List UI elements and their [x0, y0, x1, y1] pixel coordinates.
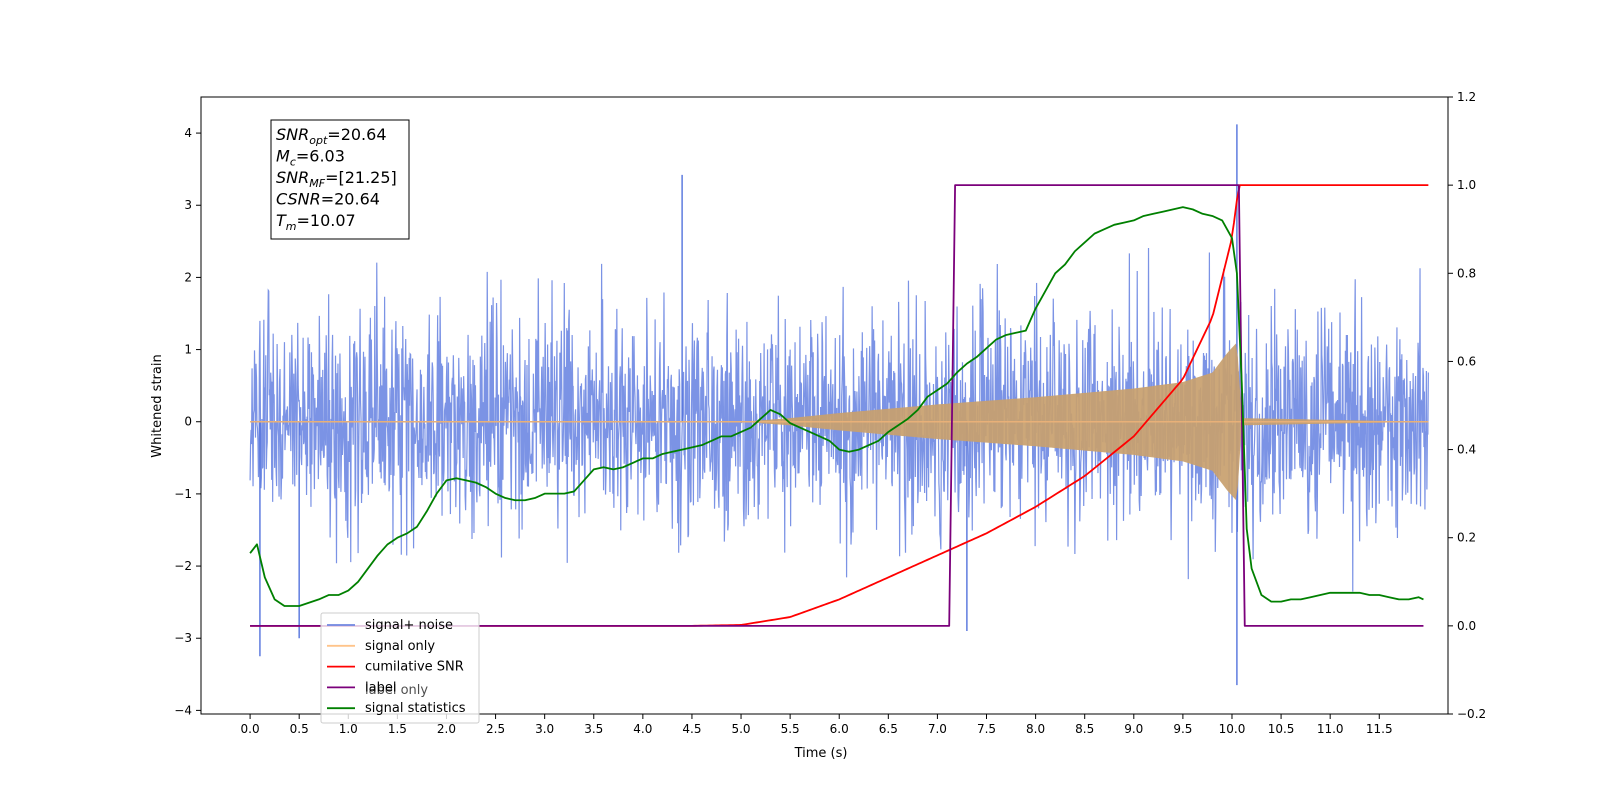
info-line: Tm=10.07 [276, 211, 356, 233]
info-line: SNRMF=[21.25] [276, 168, 397, 190]
series-label-line [250, 184, 1424, 627]
info-line-subscript: opt [309, 134, 328, 147]
y2-tick-label: 1.0 [1457, 178, 1476, 192]
y-tick-label: 4 [184, 126, 192, 140]
y-tick-label: −3 [174, 631, 192, 645]
x-axis-title: Time (s) [794, 746, 848, 761]
x-tick-label: 0.0 [241, 722, 260, 736]
y2-tick-label: 0.4 [1457, 443, 1476, 457]
y2-tick-label: −0.2 [1457, 707, 1486, 721]
info-line-symbol: T [276, 211, 287, 230]
info-line-value: =10.07 [297, 211, 356, 230]
legend-label: signal statistics [365, 701, 466, 716]
legend-label: cumilative SNR [365, 660, 464, 675]
legend-label: label [365, 680, 396, 695]
y2-tick-label: 0.2 [1457, 531, 1476, 545]
y-tick-label: −2 [174, 559, 192, 573]
x-tick-label: 8.0 [1026, 722, 1045, 736]
plot-frame [200, 96, 1449, 715]
x-tick-label: 2.0 [437, 722, 456, 736]
x-tick-label: 9.5 [1173, 722, 1192, 736]
info-line: Mc=6.03 [276, 147, 345, 169]
x-tick-label: 11.0 [1317, 722, 1344, 736]
info-line-value: =20.64 [327, 125, 386, 144]
legend-frame [320, 612, 480, 724]
y-tick-label: −4 [174, 703, 192, 717]
info-line-symbol: SNR [276, 168, 309, 187]
x-tick-label: 6.0 [830, 722, 849, 736]
x-tick-label: 8.5 [1075, 722, 1094, 736]
legend-label-ghost: label only [365, 683, 428, 698]
x-tick-label: 4.0 [633, 722, 652, 736]
y-tick-label: 1 [184, 343, 192, 357]
x-axis: 0.0 0.5 1.0 1.5 2.0 2.5 3.0 3.5 4.0 4.5 5.0 5.5 6.0 6… [241, 714, 1393, 736]
y-tick-label: 0 [184, 415, 192, 429]
y2-tick-label: 0.0 [1457, 619, 1476, 633]
info-box: SNRopt=20.64Mc=6.03SNRMF=[21.25]CSNR=20.… [270, 119, 410, 240]
series-signal-noise-line [249, 247, 1429, 592]
x-tick-label: 7.5 [977, 722, 996, 736]
y-axis-title: Whitened strain [150, 354, 165, 457]
y-tick-label: 2 [184, 270, 192, 284]
legend: signal+ noise signal only cumilative SNR la… [320, 612, 480, 724]
x-tick-label: 5.0 [731, 722, 750, 736]
y2-tick-label: 1.2 [1457, 90, 1476, 104]
series-layer [249, 124, 1429, 686]
x-tick-label: 2.5 [486, 722, 505, 736]
x-tick-label: 10.5 [1268, 722, 1295, 736]
info-line-subscript: MF [309, 177, 325, 190]
legend-label: signal+ noise [365, 618, 453, 633]
y-axis-left: 4 3 2 1 0 −1 −2 −3 −4 [174, 126, 201, 717]
x-tick-label: 10.0 [1219, 722, 1246, 736]
y-tick-label: −1 [174, 487, 192, 501]
info-line: SNRopt=20.64 [276, 125, 387, 147]
info-line-subscript: c [290, 156, 296, 169]
y2-tick-label: 0.8 [1457, 266, 1476, 280]
x-tick-label: 3.5 [584, 722, 603, 736]
x-tick-label: 7.0 [928, 722, 947, 736]
y-tick-label: 3 [184, 198, 192, 212]
x-tick-label: 4.5 [682, 722, 701, 736]
y2-tick-label: 0.6 [1457, 354, 1476, 368]
x-tick-label: 1.0 [339, 722, 358, 736]
x-tick-label: 11.5 [1366, 722, 1393, 736]
info-line-symbol: M [276, 147, 290, 166]
x-tick-label: 1.5 [388, 722, 407, 736]
y-axis-right: 1.2 1.0 0.8 0.6 0.4 0.2 0.0 −0.2 [1448, 90, 1486, 721]
x-tick-label: 6.5 [879, 722, 898, 736]
x-tick-label: 5.5 [781, 722, 800, 736]
info-line-value: =6.03 [296, 147, 345, 166]
x-tick-label: 3.0 [535, 722, 554, 736]
info-line: CSNR=20.64 [276, 190, 380, 209]
info-line-symbol: SNR [276, 125, 309, 144]
info-line-value: =20.64 [321, 190, 380, 209]
info-line-subscript: m [286, 220, 297, 233]
info-line-symbol: CSNR [276, 190, 321, 209]
info-line-value: =[21.25] [325, 168, 397, 187]
series-signal-statistics-line [249, 206, 1424, 607]
legend-label: signal only [365, 639, 435, 654]
info-box-frame [270, 119, 410, 240]
x-tick-label: 0.5 [290, 722, 309, 736]
x-tick-label: 9.0 [1124, 722, 1143, 736]
